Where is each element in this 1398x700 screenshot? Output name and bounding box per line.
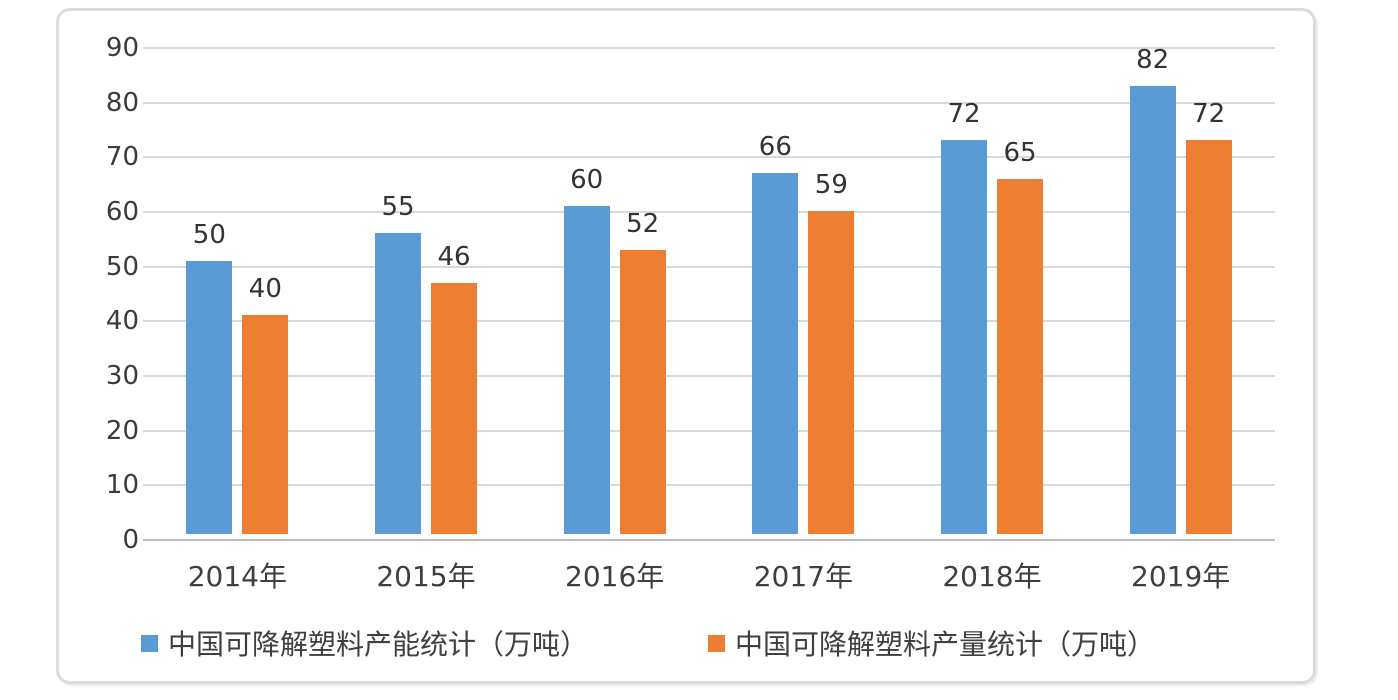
bar <box>1129 85 1176 534</box>
bar-value-label: 55 <box>381 192 415 223</box>
bar <box>808 211 855 534</box>
x-tick-label: 2014年 <box>187 560 287 593</box>
bar-value-label: 40 <box>248 274 282 305</box>
gridline <box>143 320 1275 323</box>
production-series-swatch-icon <box>708 634 725 652</box>
y-tick-label: 90 <box>105 33 139 63</box>
y-tick-label: 0 <box>122 525 139 555</box>
bar <box>752 173 799 534</box>
bar-value-label: 50 <box>192 219 226 250</box>
y-tick-label: 10 <box>105 470 139 501</box>
bar-value-label: 66 <box>758 132 792 163</box>
bar <box>619 249 666 534</box>
bar-value-label: 59 <box>814 170 848 201</box>
x-tick-label: 2017年 <box>753 560 853 593</box>
gridline <box>143 265 1275 268</box>
gridline <box>143 429 1275 432</box>
x-tick-label: 2019年 <box>1131 560 1231 593</box>
bar <box>242 315 289 534</box>
bar-value-label: 72 <box>1192 99 1226 130</box>
bar-value-label: 60 <box>570 165 604 195</box>
y-tick-label: 50 <box>105 251 139 282</box>
y-tick-label: 30 <box>105 361 139 391</box>
y-tick-label: 20 <box>105 415 139 446</box>
gridline <box>143 156 1275 159</box>
bar <box>186 260 233 534</box>
bar <box>431 282 477 534</box>
bar <box>1185 140 1232 534</box>
capacity-series-swatch-icon <box>141 634 158 652</box>
gridline <box>143 101 1275 104</box>
y-tick-label: 70 <box>105 142 139 173</box>
x-tick-label: 2016年 <box>565 560 665 593</box>
legend-item-capacity: 中国可降解塑料产能统计（万吨） <box>141 625 588 661</box>
y-tick-label: 80 <box>105 87 139 118</box>
gridline <box>143 47 1275 49</box>
x-axis-line <box>143 539 1275 541</box>
legend-label-capacity: 中国可降解塑料产能统计（万吨） <box>168 628 589 661</box>
y-tick-label: 60 <box>105 197 139 227</box>
x-tick-label: 2018年 <box>942 560 1042 593</box>
legend-item-production: 中国可降解塑料产量统计（万吨） <box>708 625 1155 661</box>
gridline <box>143 211 1275 213</box>
bar-value-label: 72 <box>947 99 981 130</box>
y-tick-label: 40 <box>105 306 139 337</box>
bar <box>997 178 1043 534</box>
bar <box>563 206 610 534</box>
legend-label-production: 中国可降解塑料产量统计（万吨） <box>735 628 1156 661</box>
bar-value-label: 52 <box>626 208 660 239</box>
chart-frame: 50 40 55 46 60 52 66 59 72 65 82 72 0 10 20 30 40 50 60 70… <box>56 8 1316 684</box>
bar <box>375 233 421 534</box>
gridline <box>143 375 1275 377</box>
gridline <box>143 484 1275 487</box>
x-tick-label: 2015年 <box>376 560 476 593</box>
bar-value-label: 65 <box>1003 137 1037 168</box>
bar-value-label: 46 <box>437 241 471 272</box>
bar <box>941 140 987 534</box>
bar-value-label: 82 <box>1136 44 1170 75</box>
